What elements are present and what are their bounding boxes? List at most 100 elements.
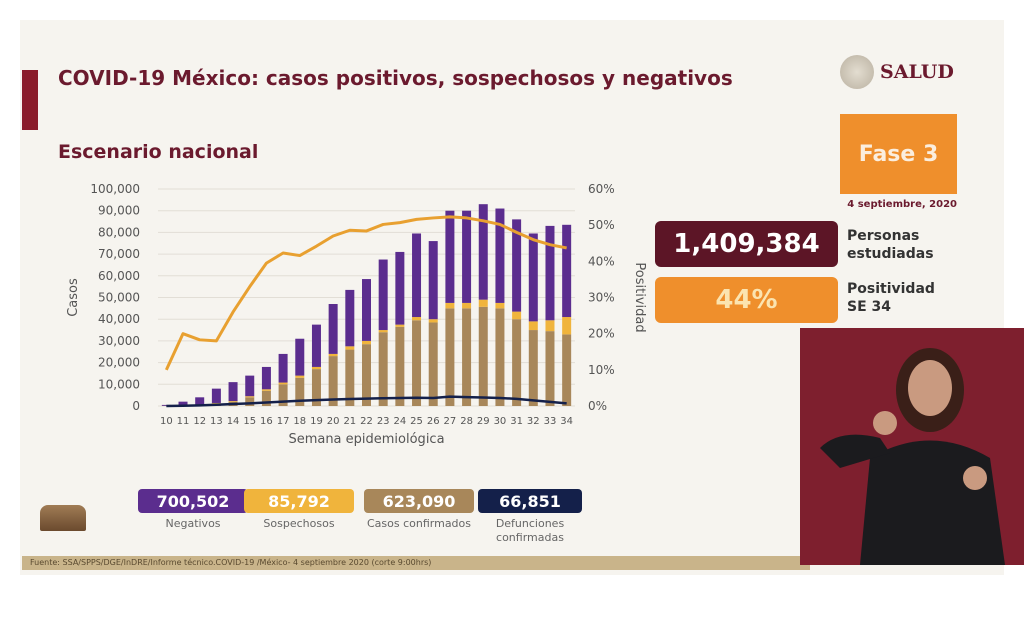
y-tick-label: 70,000 [98, 247, 140, 261]
x-tick-label: 10 [160, 416, 173, 427]
bar-negativos [462, 210, 472, 303]
positivity-label: Positividad SE 34 [847, 280, 935, 316]
x-tick-label: 13 [210, 416, 223, 427]
x-tick-label: 31 [510, 416, 523, 427]
bar-casos-confirmados [495, 308, 505, 406]
y-tick-label: 90,000 [98, 204, 140, 218]
x-tick-label: 24 [393, 416, 406, 427]
line-defunciones-confirmadas [166, 395, 567, 408]
bar-negativos [378, 259, 388, 331]
x-tick-label: 27 [444, 416, 457, 427]
legend-value: 700,502 [138, 489, 248, 513]
legend-sospechosos: 85,792 Sospechosos [244, 489, 354, 531]
x-tick-label: 14 [227, 416, 240, 427]
bar-sospechosos [412, 317, 422, 321]
x-tick-label: 32 [527, 416, 540, 427]
x-tick-label: 12 [193, 416, 206, 427]
bar-casos-confirmados [545, 331, 555, 406]
bar-sospechosos [228, 401, 238, 402]
x-tick-label: 34 [560, 416, 573, 427]
bar-sospechosos [395, 324, 405, 327]
x-tick-label: 25 [410, 416, 423, 427]
bar-negativos [228, 382, 238, 402]
bar-negativos [261, 366, 271, 390]
bar-sospechosos [528, 321, 538, 331]
x-tick-label: 11 [177, 416, 190, 427]
legend-label: Defunciones confirmadas [495, 517, 565, 544]
bar-casos-confirmados [345, 349, 355, 406]
bar-sospechosos [278, 382, 288, 385]
bar-casos-confirmados [562, 334, 572, 406]
bar-sospechosos [378, 330, 388, 333]
bar-casos-confirmados [412, 320, 422, 406]
y2-tick-label: 30% [588, 291, 615, 305]
bar-negativos [512, 219, 522, 312]
y2-axis-label: Positividad [632, 262, 647, 332]
y-tick-label: 50,000 [98, 291, 140, 305]
page-title: COVID-19 México: casos positivos, sospec… [58, 66, 733, 90]
bar-casos-confirmados [245, 397, 255, 406]
bar-sospechosos [362, 340, 371, 345]
x-tick-label: 30 [494, 416, 507, 427]
positivity-value: 44% [655, 277, 838, 323]
interpreter-figure-icon [820, 348, 1005, 565]
y-tick-label: 80,000 [98, 225, 140, 239]
y-tick-label: 0 [132, 399, 140, 413]
bar-sospechosos [478, 299, 488, 307]
bar-negativos [278, 353, 288, 383]
legend-label: Sospechosos [263, 517, 335, 530]
report-date: 4 septiembre, 2020 [847, 199, 957, 210]
y-tick-label: 40,000 [98, 312, 140, 326]
bar-negativos [562, 224, 572, 318]
bar-casos-confirmados [445, 308, 455, 406]
x-tick-label: 23 [377, 416, 390, 427]
people-illustration-icon [40, 505, 86, 531]
bar-sospechosos [328, 353, 338, 357]
legend-value: 85,792 [244, 489, 354, 513]
y-tick-label: 100,000 [90, 182, 140, 196]
page-subtitle: Escenario nacional [58, 141, 259, 163]
x-tick-label: 29 [477, 416, 490, 427]
bar-negativos [495, 208, 505, 303]
legend-value: 66,851 [478, 489, 582, 513]
bar-casos-confirmados [462, 308, 472, 406]
bar-negativos [178, 401, 188, 406]
people-studied-label: Personas estudiadas [847, 227, 934, 263]
legend-confirmados: 623,090 Casos confirmados [364, 489, 474, 531]
sign-language-interpreter-video [800, 328, 1024, 565]
bar-sospechosos [428, 319, 438, 323]
seal-icon [840, 55, 874, 89]
x-tick-label: 15 [243, 416, 256, 427]
x-tick-label: 33 [544, 416, 557, 427]
legend-label: Casos confirmados [366, 517, 472, 530]
bar-sospechosos [462, 302, 472, 309]
line-positividad [164, 215, 567, 371]
bar-negativos [328, 304, 338, 354]
bar-sospechosos [545, 320, 555, 332]
bar-casos-confirmados [512, 319, 522, 406]
legend-label: Negativos [165, 517, 221, 530]
bar-negativos [478, 204, 488, 300]
legend-value: 623,090 [364, 489, 474, 513]
bar-casos-confirmados [428, 322, 438, 406]
bar-negativos [211, 388, 221, 403]
logo-text: SALUD [880, 61, 954, 83]
bar-negativos [362, 279, 371, 341]
salud-logo: SALUD [840, 55, 954, 89]
y-tick-label: 60,000 [98, 269, 140, 283]
label-line: Positividad [847, 281, 935, 297]
x-tick-label: 18 [293, 416, 306, 427]
bar-casos-confirmados [395, 326, 405, 406]
bar-casos-confirmados [261, 390, 271, 406]
bar-sospechosos [311, 366, 321, 370]
bar-negativos [445, 210, 455, 303]
bar-sospechosos [512, 311, 522, 320]
bar-sospechosos [345, 346, 355, 350]
bar-casos-confirmados [362, 344, 371, 406]
bar-casos-confirmados [378, 332, 388, 406]
label-line: Personas [847, 228, 920, 244]
bar-sospechosos [495, 302, 505, 309]
label-line: estudiadas [847, 246, 934, 262]
bar-negativos [345, 289, 355, 347]
y2-tick-label: 20% [588, 327, 615, 341]
